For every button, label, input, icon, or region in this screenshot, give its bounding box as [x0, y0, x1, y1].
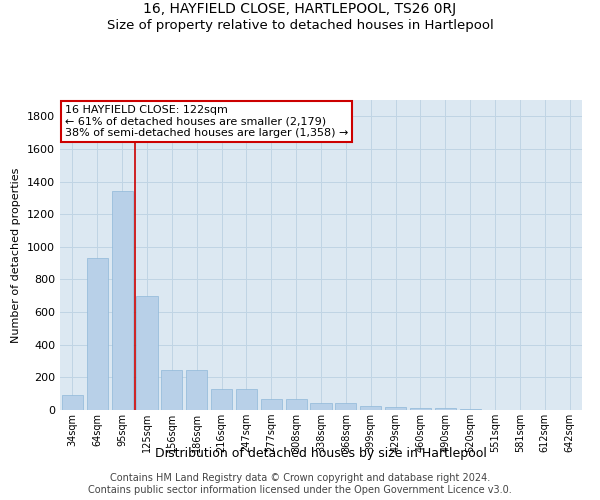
- Text: 16 HAYFIELD CLOSE: 122sqm
← 61% of detached houses are smaller (2,179)
38% of se: 16 HAYFIELD CLOSE: 122sqm ← 61% of detac…: [65, 104, 349, 138]
- Bar: [261, 398, 282, 410]
- Bar: [435, 408, 456, 410]
- Bar: [161, 370, 182, 410]
- Bar: [136, 296, 158, 410]
- Text: Size of property relative to detached houses in Hartlepool: Size of property relative to detached ho…: [107, 19, 493, 32]
- Bar: [186, 370, 207, 410]
- Text: Distribution of detached houses by size in Hartlepool: Distribution of detached houses by size …: [155, 448, 487, 460]
- Bar: [286, 398, 307, 410]
- Text: 16, HAYFIELD CLOSE, HARTLEPOOL, TS26 0RJ: 16, HAYFIELD CLOSE, HARTLEPOOL, TS26 0RJ: [143, 2, 457, 16]
- Bar: [236, 389, 257, 410]
- Text: Contains HM Land Registry data © Crown copyright and database right 2024.
Contai: Contains HM Land Registry data © Crown c…: [88, 474, 512, 495]
- Bar: [335, 404, 356, 410]
- Bar: [310, 404, 332, 410]
- Bar: [360, 406, 381, 410]
- Bar: [460, 408, 481, 410]
- Bar: [410, 408, 431, 410]
- Bar: [87, 258, 108, 410]
- Bar: [112, 192, 133, 410]
- Bar: [62, 396, 83, 410]
- Bar: [211, 389, 232, 410]
- Y-axis label: Number of detached properties: Number of detached properties: [11, 168, 22, 342]
- Bar: [385, 406, 406, 410]
